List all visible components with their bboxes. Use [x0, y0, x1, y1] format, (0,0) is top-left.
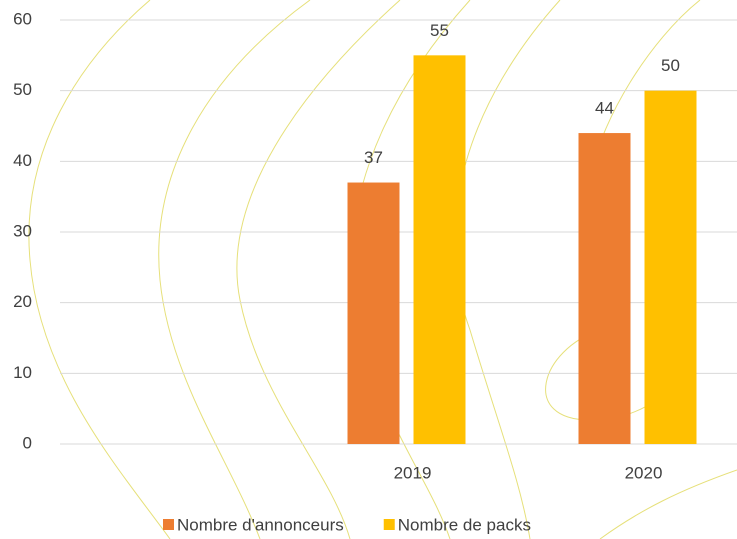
chart: 0 10 20 30 40 50 60 2019 37 55 2020 44 50 Nombre d'an…	[0, 0, 737, 539]
bar	[348, 183, 400, 444]
data-label: 44	[595, 99, 614, 118]
y-tick-label: 40	[13, 151, 32, 170]
legend-label: Nombre de packs	[398, 515, 531, 534]
y-tick-label: 0	[23, 433, 32, 452]
data-label: 55	[430, 21, 449, 40]
y-tick-label: 20	[13, 292, 32, 311]
y-tick-label: 60	[13, 9, 32, 28]
y-tick-label: 50	[13, 80, 32, 99]
y-tick-label: 10	[13, 363, 32, 382]
legend-swatch	[384, 519, 395, 530]
y-tick-label: 30	[13, 221, 32, 240]
bar	[645, 91, 697, 444]
bar	[414, 55, 466, 444]
bar	[579, 133, 631, 444]
data-label: 50	[661, 56, 680, 75]
x-tick-label: 2020	[625, 463, 663, 482]
legend-label: Nombre d'annonceurs	[177, 515, 344, 534]
legend-swatch	[163, 519, 174, 530]
data-label: 37	[364, 148, 383, 167]
x-tick-label: 2019	[394, 463, 432, 482]
